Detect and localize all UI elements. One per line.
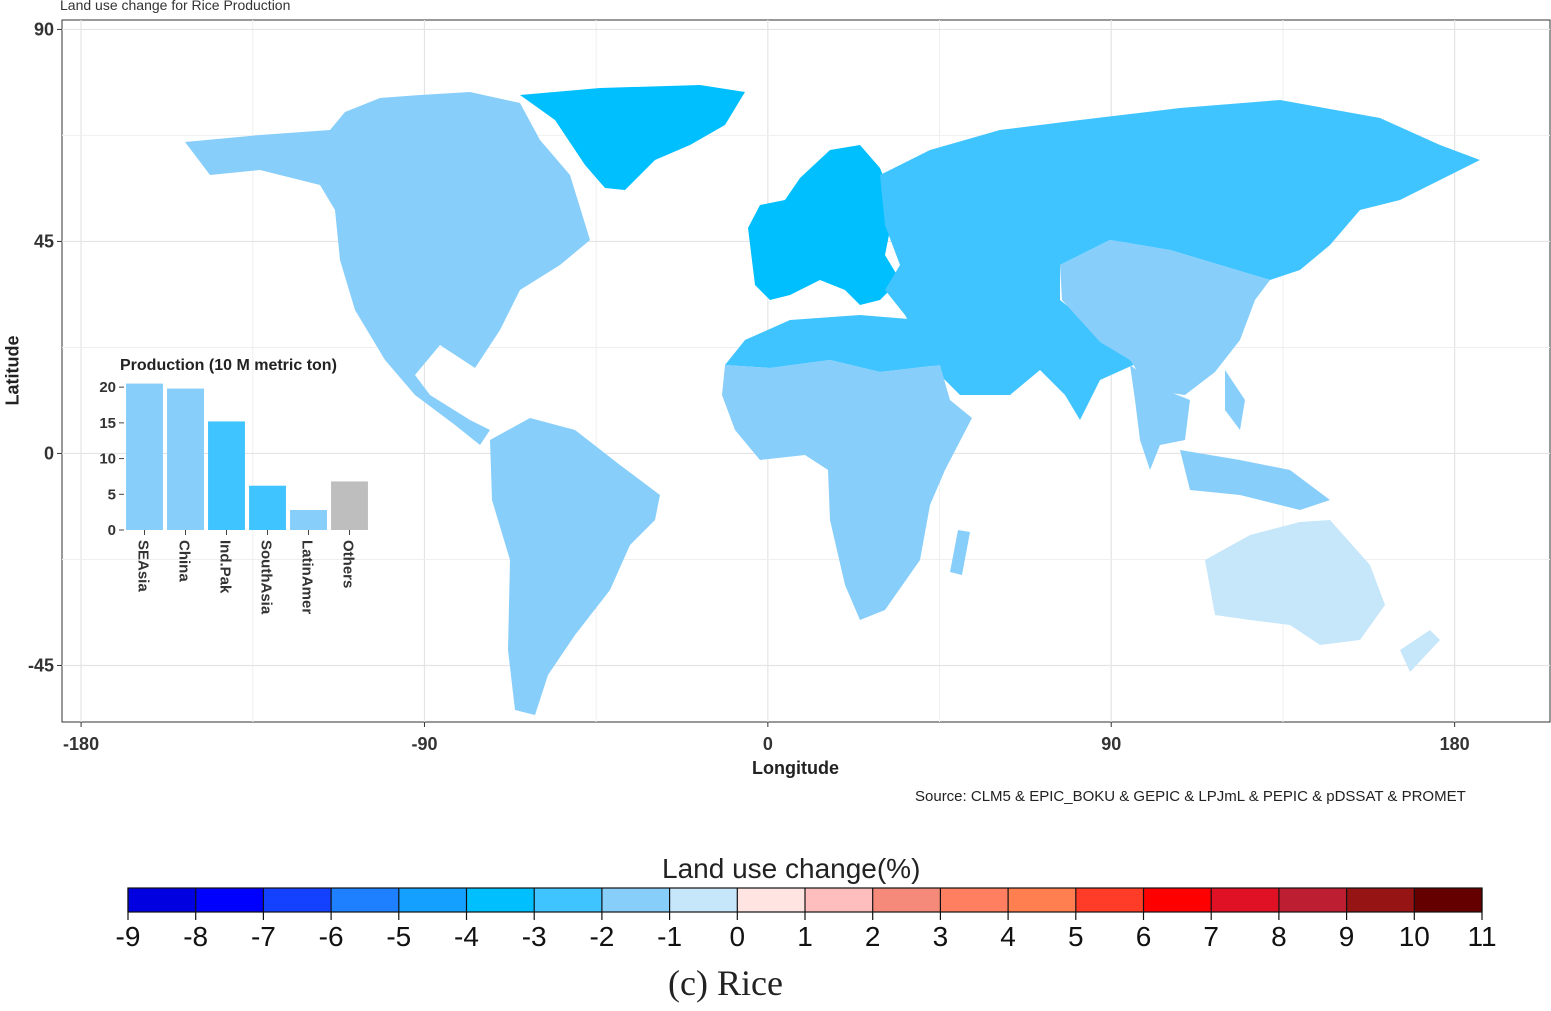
colorbar-label: -4 [454,921,479,952]
region-europe [748,145,900,305]
inset-x-tick-label: SouthAsia [258,540,275,615]
colorbar-segment [1414,888,1482,912]
y-tick-label: 0 [44,443,54,463]
region-russia-asia [880,100,1480,420]
colorbar-labels: -9 -8 -7 -6 -5 -4 -3 -2 -1 0 1 2 3 4 5 6 7 8 9 10 11 [116,921,1497,952]
inset-x-tick-label: LatinAmer [299,540,316,614]
colorbar-label: -1 [657,921,682,952]
y-axis-title: Latitude [2,335,23,406]
colorbar-segment [1346,888,1415,912]
map-panel: -180 -90 0 90 180 90 45 0 -45 [28,19,1551,754]
colorbar-label: 5 [1068,921,1084,952]
colorbar-ticks [127,888,1483,920]
inset-y-tick-label: 20 [99,379,116,396]
colorbar-label: -8 [183,921,208,952]
inset-bar [290,510,327,530]
colorbar-label: 0 [730,921,746,952]
inset-bar [126,383,163,530]
x-axis-title: Longitude [752,758,839,778]
region-australia [1205,520,1440,672]
region-latin-america [490,418,660,715]
colorbar-segment [263,888,332,912]
figure-caption: (c) Rice [668,963,783,1003]
inset-x-tick-label: Ind.Pak [217,540,234,594]
x-tick-label: -90 [411,734,437,754]
colorbar-legend: -9 -8 -7 -6 -5 -4 -3 -2 -1 0 1 2 3 4 5 6 7 8 9 10 11 [116,887,1497,952]
colorbar-boxes [127,887,1483,913]
inset-bar [208,421,245,530]
region-north-america [185,92,590,445]
colorbar-label: -9 [116,921,141,952]
colorbar-segment [331,888,399,912]
y-tick-label: -45 [28,655,54,675]
colorbar-label: 11 [1467,921,1496,952]
colorbar-label: -2 [589,921,614,952]
inset-x-tick-label: SEAsia [135,540,152,592]
colorbar-segment [398,888,467,912]
x-tick-label: 90 [1101,734,1121,754]
colorbar-label: -7 [251,921,276,952]
colorbar-segment [669,888,738,912]
colorbar-segment [1143,888,1212,912]
colorbar-segment [1211,888,1279,912]
inset-y-tick-label: 5 [108,486,116,503]
region-china [1060,240,1270,395]
region-greenland [520,85,745,190]
x-tick-label: 180 [1440,734,1470,754]
inset-bar [249,485,286,530]
colorbar-segment [534,888,602,912]
y-tick-label: 90 [34,19,54,39]
inset-y-tick-label: 0 [108,522,116,539]
x-tick-label: 0 [763,734,773,754]
inset-axes: 0 5 10 15 20 [99,379,350,539]
colorbar-label: -6 [319,921,344,952]
colorbar-label: 9 [1339,921,1355,952]
colorbar-label: 10 [1399,921,1430,952]
inset-x-tick-label: China [176,540,193,582]
land-masses [185,85,1480,715]
colorbar-label: 8 [1271,921,1287,952]
colorbar-label: 7 [1203,921,1219,952]
colorbar-segment [805,888,873,912]
inset-y-tick-label: 15 [99,415,116,432]
region-southeast-asia [1130,365,1330,510]
colorbar-label: 6 [1136,921,1152,952]
inset-x-labels: SEAsia China Ind.Pak SouthAsia LatinAmer Othe… [135,540,357,615]
region-madagascar [950,530,970,575]
colorbar-label: -3 [522,921,547,952]
colorbar-segment [940,888,1009,912]
source-note: Source: CLM5 & EPIC_BOKU & GEPIC & LPJmL… [915,788,1466,805]
colorbar-segment [128,888,196,912]
legend-title: Land use change(%) [662,853,921,884]
colorbar-label: 4 [1000,921,1016,952]
y-tick-label: 45 [34,231,54,251]
map-axes: -180 -90 0 90 180 90 45 0 -45 [28,19,1470,754]
inset-x-tick-label: Others [340,540,357,588]
colorbar-segment [1008,888,1076,912]
colorbar-segment [1075,888,1144,912]
colorbar-segment [737,888,805,912]
inset-title: Production (10 M metric ton) [120,357,337,374]
colorbar-segment [872,888,941,912]
region-africa [722,360,972,620]
inset-y-tick-label: 10 [99,451,116,468]
x-tick-label: -180 [63,734,99,754]
colorbar-segment [466,888,535,912]
colorbar-segment [195,888,264,912]
colorbar-label: 2 [865,921,881,952]
production-inset-chart: 0 5 10 15 20 SEAsia China Ind.Pak SouthAsia Lati… [99,379,368,615]
region-north-africa [725,315,940,372]
inset-bars [126,383,368,530]
colorbar-label: 1 [797,921,813,952]
colorbar-segment [1278,888,1347,912]
inset-bar [331,481,368,530]
colorbar-label: -5 [386,921,411,952]
colorbar-label: 3 [933,921,949,952]
plot-title: Land use change for Rice Production [60,0,291,13]
inset-bar [167,388,204,530]
colorbar-segment [601,888,670,912]
